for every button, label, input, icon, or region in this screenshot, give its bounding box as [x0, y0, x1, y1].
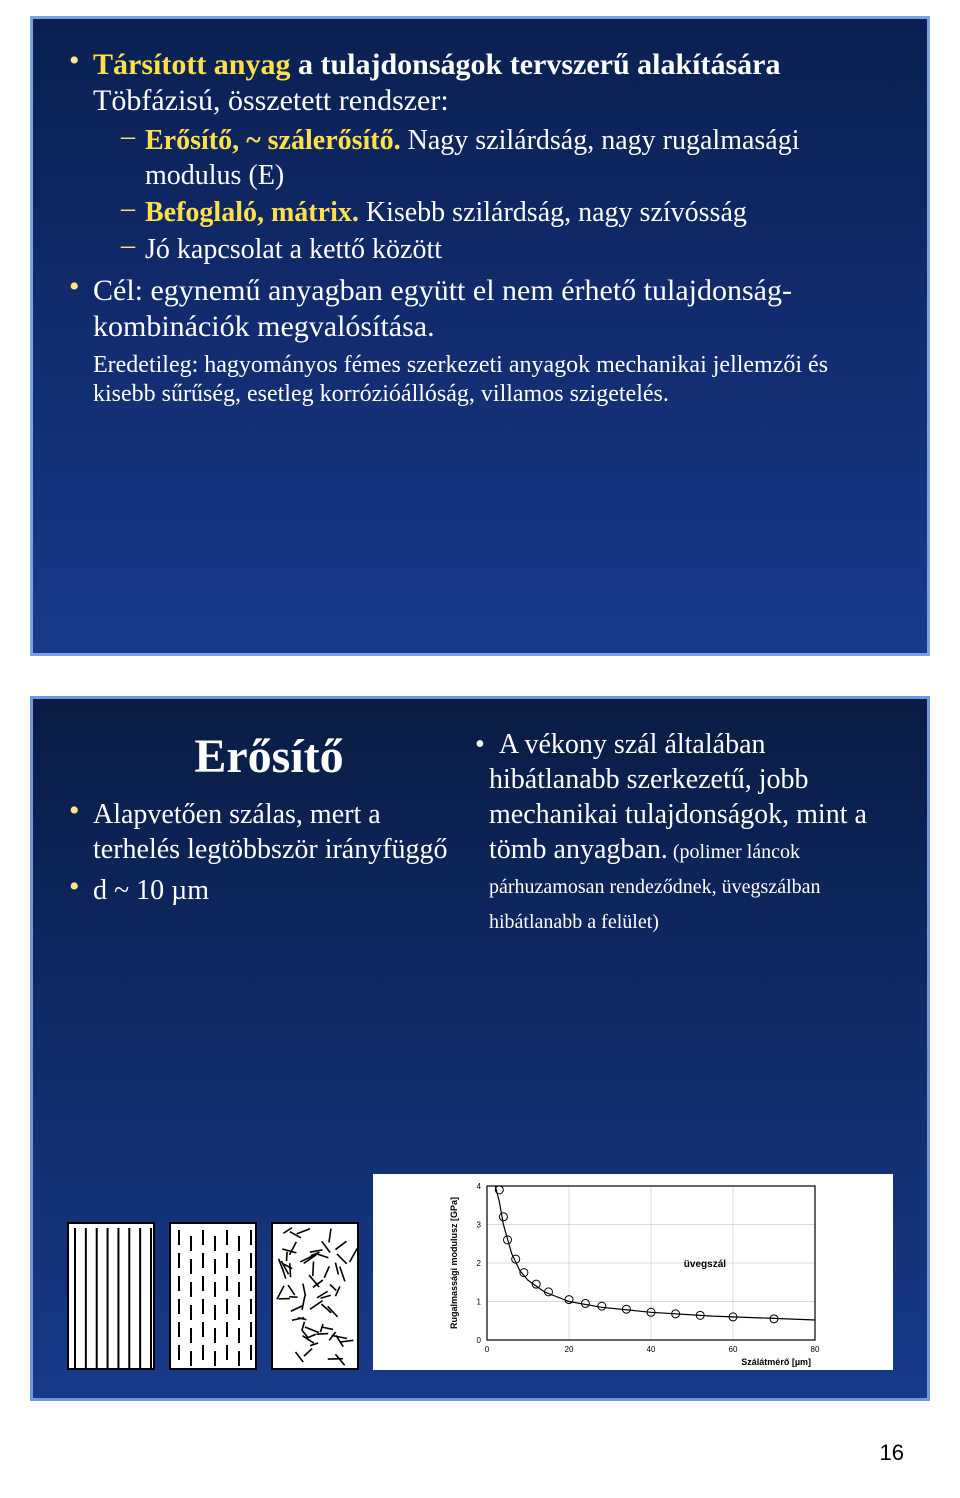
slide2-left-b1: Alapvetően szálas, mert a terhelés legtö…: [67, 797, 471, 867]
pattern2-svg: [171, 1224, 259, 1372]
svg-text:0: 0: [477, 1336, 482, 1345]
slide1-list: Társított anyag a tulajdonságok tervszer…: [67, 47, 893, 409]
slide1-sub2: Befoglaló, mátrix. Kisebb szilárdság, na…: [121, 195, 893, 230]
modulus-vs-diameter-chart: 0 20 40 60 80 0 1 2 3 4 Szálátmérő [µm] Rugalmasság…: [381, 1178, 889, 1368]
slide1-b1-highlight: Társított anyag: [93, 48, 291, 81]
pattern-dashed-columns: [169, 1222, 257, 1370]
slide1-b1-line1: Társított anyag a tulajdonságok tervszer…: [93, 47, 893, 83]
pattern1-svg: [69, 1224, 157, 1372]
svg-text:40: 40: [647, 1345, 656, 1354]
slide1-b1-sublist: Erősítő, ~ szálerősítő. Nagy szilárdság,…: [93, 123, 893, 267]
slide1-bullet-1: Társított anyag a tulajdonságok tervszer…: [67, 47, 893, 267]
svg-text:80: 80: [811, 1345, 820, 1354]
svg-text:3: 3: [477, 1221, 482, 1230]
page-number: 16: [880, 1440, 904, 1466]
slide1-sub3: Jó kapcsolat a kettő között: [121, 232, 893, 267]
pattern-random-short: [271, 1222, 359, 1370]
chart-container: 0 20 40 60 80 0 1 2 3 4 Szálátmérő [µm] Rugalmasság…: [373, 1174, 893, 1370]
slide1-b2-text: Cél: egynemű anyagban együtt el nem érhe…: [93, 273, 893, 345]
slide2-right-col: •A vékony szál általában hibátlanabb sze…: [489, 727, 893, 937]
svg-text:20: 20: [565, 1345, 574, 1354]
svg-text:1: 1: [477, 1298, 482, 1307]
slide-2: Erősítő Alapvetően szálas, mert a terhel…: [30, 696, 930, 1401]
slide1-sub2-rest: Kisebb szilárdság, nagy szívósság: [359, 197, 747, 228]
svg-text:Rugalmassági modulusz [GPa]: Rugalmassági modulusz [GPa]: [449, 1197, 459, 1329]
slide2-left-b1-text: Alapvetően szálas, mert a terhelés legtö…: [93, 799, 448, 865]
slide2-right-text: •A vékony szál általában hibátlanabb sze…: [489, 727, 893, 937]
pattern-vertical-lines: [67, 1222, 155, 1370]
slide1-b1-line2: Töbfázisú, összetett rendszer:: [93, 83, 893, 119]
slide2-title: Erősítő: [67, 727, 471, 787]
svg-text:0: 0: [485, 1345, 490, 1354]
slide1-sub2-hl: Befoglaló, mátrix.: [145, 197, 359, 228]
svg-text:2: 2: [477, 1259, 482, 1268]
pattern3-svg: [273, 1224, 361, 1372]
bullet-dot: •: [475, 729, 485, 760]
slide1-sub1-hl: Erősítő, ~ szálerősítő.: [145, 125, 401, 156]
slide1-bullet-2: Cél: egynemű anyagban együtt el nem érhe…: [67, 273, 893, 409]
svg-text:4: 4: [477, 1182, 482, 1191]
slide2-figure-row: 0 20 40 60 80 0 1 2 3 4 Szálátmérő [µm] Rugalmasság…: [67, 1174, 893, 1370]
slide2-left-list: Alapvetően szálas, mert a terhelés legtö…: [67, 797, 471, 908]
slide1-sub1: Erősítő, ~ szálerősítő. Nagy szilárdság,…: [121, 123, 893, 193]
svg-text:Szálátmérő [µm]: Szálátmérő [µm]: [741, 1357, 811, 1367]
svg-text:60: 60: [729, 1345, 738, 1354]
slide2-columns: Erősítő Alapvetően szálas, mert a terhel…: [67, 727, 893, 937]
slide-1: Társított anyag a tulajdonságok tervszer…: [30, 16, 930, 656]
svg-text:üvegszál: üvegszál: [684, 1259, 726, 1270]
slide2-left-b2-text: d ~ 10 µm: [93, 875, 209, 906]
slide2-left-col: Erősítő Alapvetően szálas, mert a terhel…: [67, 727, 471, 937]
slide1-b1-rest: a tulajdonságok tervszerű alakítására: [291, 48, 781, 81]
slide1-b2-note: Eredetileg: hagyományos fémes szerkezeti…: [93, 351, 893, 409]
slide2-left-b2: d ~ 10 µm: [67, 873, 471, 908]
